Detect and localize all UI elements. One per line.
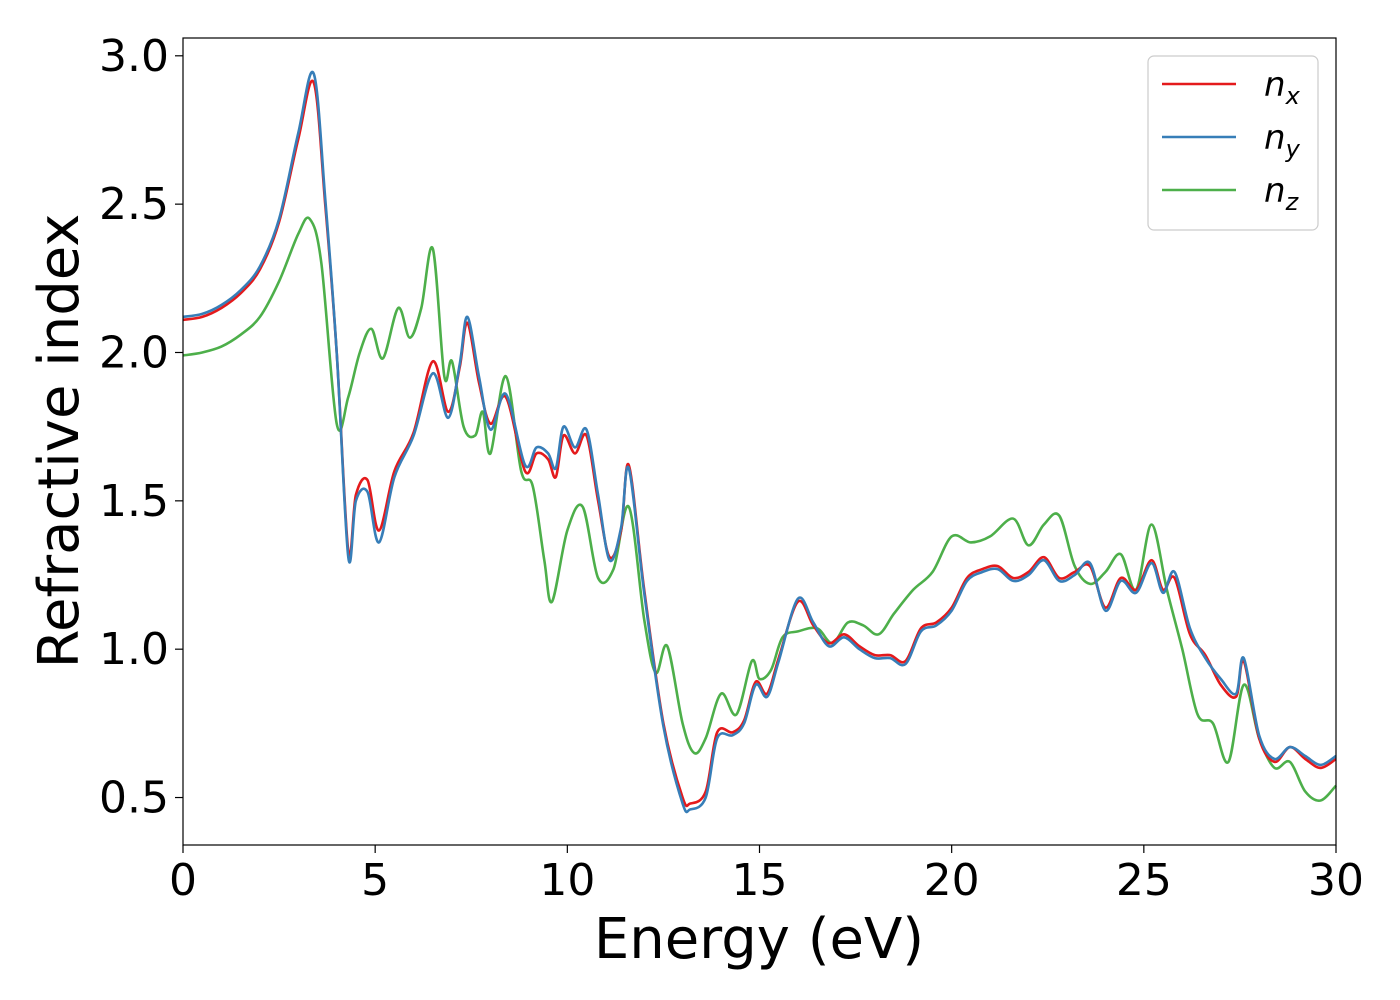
y-tick-label: 1.0 (99, 624, 169, 675)
x-tick-label: 10 (539, 855, 595, 906)
legend-label-n-y: ny (1264, 118, 1301, 163)
legend-label-n-z: nz (1264, 171, 1300, 216)
x-axis: 0 5 10 15 20 25 30 (169, 845, 1364, 906)
y-tick-label: 1.5 (99, 476, 169, 527)
x-tick-label: 0 (169, 855, 197, 906)
y-axis: 0.5 1.0 1.5 2.0 2.5 3.0 (99, 31, 183, 824)
y-tick-label: 2.0 (99, 327, 169, 378)
x-axis-title: Energy (eV) (594, 907, 924, 972)
y-tick-label: 2.5 (99, 179, 169, 230)
series-layer (182, 70, 1337, 814)
x-tick-label: 25 (1116, 855, 1172, 906)
x-tick-label: 15 (732, 855, 788, 906)
series-line-n-x (182, 79, 1337, 808)
legend-label-n-x: nx (1264, 65, 1301, 110)
legend-box (1147, 55, 1319, 231)
legend: nx ny nz (1147, 55, 1319, 231)
series-line-n-y (182, 70, 1337, 814)
y-tick-label: 0.5 (99, 773, 169, 824)
x-tick-label: 20 (924, 855, 980, 906)
y-axis-title: Refractive index (27, 214, 92, 669)
y-tick-label: 3.0 (99, 31, 169, 82)
x-tick-label: 30 (1308, 855, 1364, 906)
x-tick-label: 5 (361, 855, 389, 906)
plot-area (183, 38, 1336, 845)
